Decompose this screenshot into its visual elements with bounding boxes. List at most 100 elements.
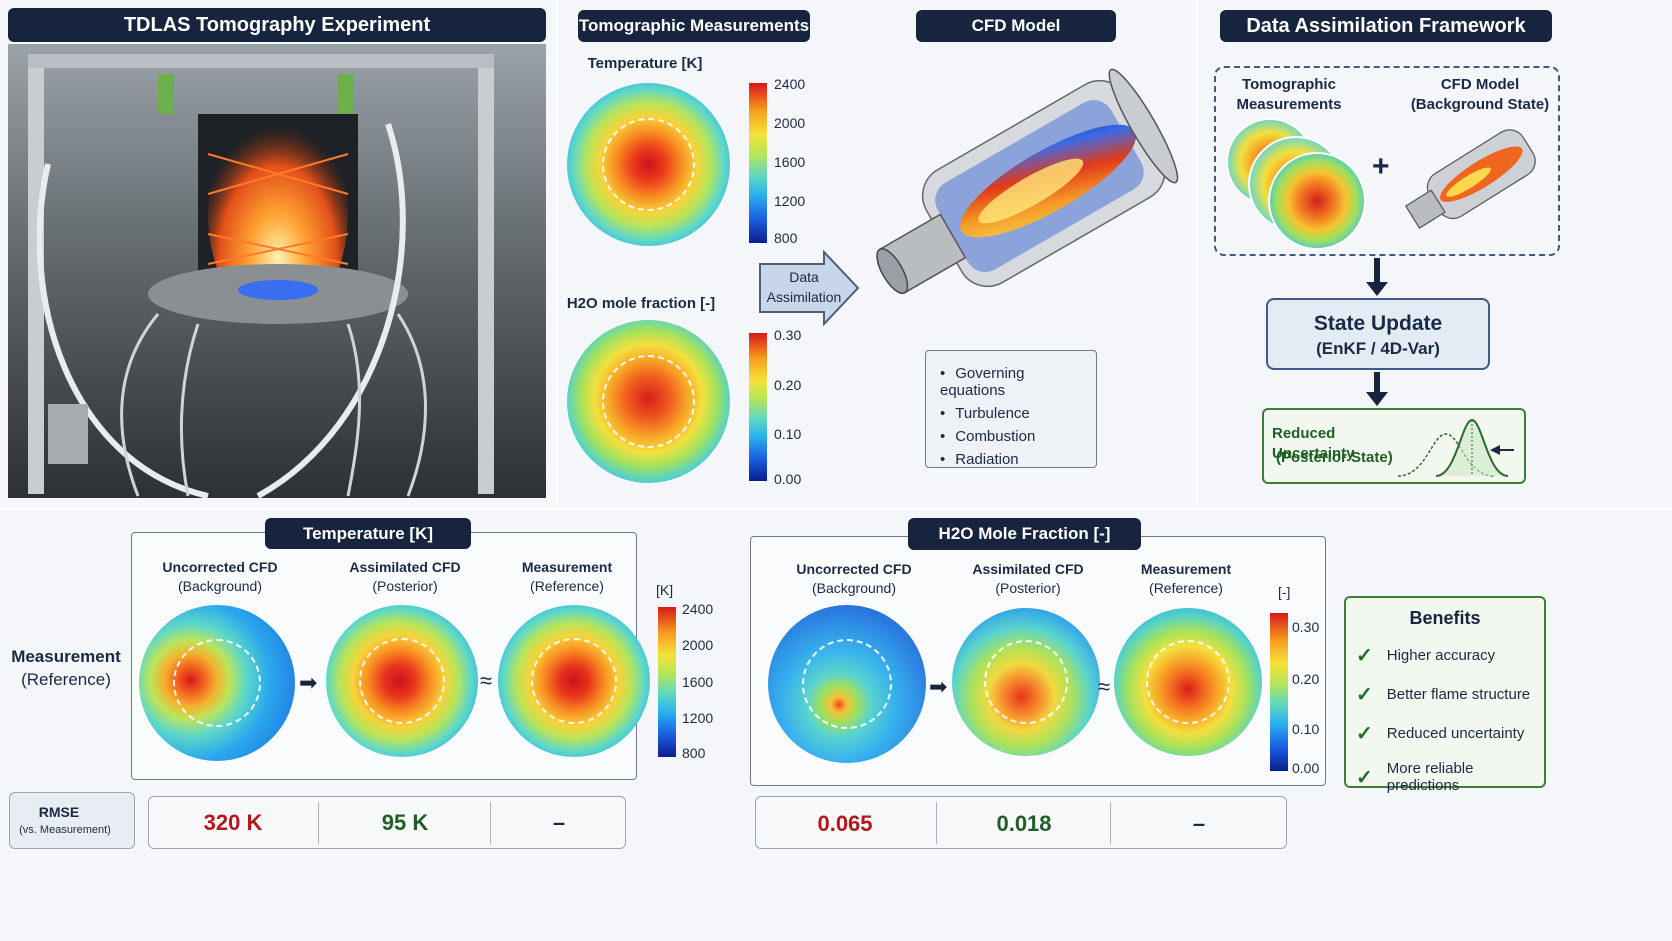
down-arrow-1	[1366, 258, 1388, 296]
benefits-box: Benefits ✓ Higher accuracy ✓ Better flame …	[1344, 596, 1546, 794]
h2o-assimilated-map	[952, 608, 1100, 756]
fw-cfd-thumbnail	[1404, 129, 1536, 229]
cfd-item: Governing equations	[940, 365, 1082, 399]
state-update-title: State Update	[1313, 312, 1443, 335]
check-icon: ✓	[1356, 766, 1373, 789]
tick: 1200	[682, 710, 714, 726]
temp-unit: [K]	[656, 582, 674, 598]
h2o-rmse-uncorrected: 0.065	[817, 811, 873, 836]
result-subtitle: (Posterior State)	[1276, 449, 1393, 466]
temp-rmse-uncorrected: 320 K	[203, 810, 263, 835]
tick: 1600	[774, 154, 806, 170]
temp-uncorrected-map	[139, 605, 295, 761]
rmse-label: RMSE	[38, 804, 80, 820]
row-label-2: (Reference)	[21, 670, 111, 689]
h2o-rmse-box	[755, 796, 1287, 849]
divider	[936, 802, 937, 844]
h2o-comparison-title: H2O Mole Fraction [-]	[908, 518, 1141, 550]
measurements-title: Tomographic Measurements	[578, 10, 810, 42]
meas-temp-label: Temperature [K]	[587, 55, 703, 72]
framework-title: Data Assimilation Framework	[1220, 10, 1552, 42]
h2o-rmse-assimilated: 0.018	[996, 811, 1052, 836]
tick: 0.00	[1292, 760, 1320, 776]
experiment-title: TDLAS Tomography Experiment	[8, 8, 546, 42]
meas-h2o-colorbar	[749, 333, 767, 481]
row-label-1: Measurement	[11, 647, 121, 666]
divider	[490, 802, 491, 844]
state-update-box	[1266, 298, 1490, 370]
temp-approx: ≈	[480, 668, 493, 693]
down-arrow-2	[1366, 372, 1388, 406]
arrow-label-1: Data	[789, 269, 819, 285]
temp-col3-sub: (Reference)	[530, 578, 604, 594]
h2o-measurement-map	[1114, 608, 1262, 756]
tick: 800	[682, 745, 706, 761]
h2o-col3-title: Measurement	[1140, 561, 1232, 577]
tick: 2000	[774, 115, 806, 131]
temp-col1-title: Uncorrected CFD	[162, 559, 278, 575]
temp-rmse-measurement: –	[552, 810, 566, 835]
benefit-text: Reduced uncertainty	[1386, 725, 1525, 742]
h2o-colorbar	[1270, 613, 1288, 771]
benefit-item: ✓ Reduced uncertainty	[1356, 721, 1534, 746]
h2o-col1-sub: (Background)	[811, 580, 897, 596]
cfd-combustor-render	[876, 68, 1179, 295]
temp-col1-sub: (Background)	[177, 578, 263, 594]
state-update-method: (EnKF / 4D-Var)	[1316, 339, 1440, 358]
h2o-col2-title: Assimilated CFD	[972, 561, 1084, 577]
meas-h2o-map	[567, 320, 730, 483]
cfd-title: CFD Model	[916, 10, 1116, 42]
h2o-unit: [-]	[1278, 584, 1291, 600]
cfd-item: Turbulence	[940, 405, 1082, 422]
benefit-text: Better flame structure	[1386, 686, 1531, 703]
fw-meas-stack-3	[1268, 152, 1366, 250]
tick: 0.10	[774, 426, 802, 442]
rmse-sublabel: (vs. Measurement)	[19, 824, 111, 836]
meas-h2o-label: H2O mole fraction [-]	[566, 295, 716, 312]
tick: 0.30	[774, 327, 802, 343]
tick: 1200	[774, 193, 806, 209]
benefit-text: Higher accuracy	[1386, 647, 1496, 664]
temp-col2-title: Assimilated CFD	[349, 559, 461, 575]
divider	[318, 802, 319, 844]
temp-col2-sub: (Posterior)	[372, 578, 438, 594]
divider	[1110, 802, 1111, 844]
tick: 0.00	[774, 471, 802, 487]
fw-meas-label-1: Tomographic	[1242, 76, 1336, 93]
h2o-arrow: ➡	[929, 674, 948, 699]
benefit-item: ✓ Higher accuracy	[1356, 643, 1534, 668]
temp-arrow: ➡	[299, 670, 318, 695]
plus-sign: +	[1372, 150, 1390, 183]
posterior-distribution-icon	[1397, 418, 1514, 477]
check-icon: ✓	[1356, 645, 1373, 667]
fw-meas-label-2: Measurements	[1236, 96, 1342, 113]
check-icon: ✓	[1356, 723, 1373, 745]
experiment-photo	[8, 44, 546, 498]
tick: 0.10	[1292, 721, 1320, 737]
h2o-col2-sub: (Posterior)	[995, 580, 1061, 596]
meas-temp-colorbar	[749, 83, 767, 243]
rmse-label-box	[9, 792, 135, 849]
cfd-item: Radiation	[940, 451, 1082, 468]
meas-temp-map	[567, 83, 730, 246]
temp-comparison-title: Temperature [K]	[265, 518, 471, 549]
h2o-uncorrected-map	[768, 605, 926, 763]
cfd-model-components: Governing equations Turbulence Combustio…	[925, 350, 1097, 468]
h2o-col3-sub: (Reference)	[1149, 580, 1223, 596]
tick: 800	[774, 230, 798, 246]
tick: 2400	[774, 76, 806, 92]
check-icon: ✓	[1356, 684, 1373, 706]
h2o-rmse-measurement: –	[1192, 811, 1206, 836]
temp-assimilated-map	[326, 605, 478, 757]
temp-colorbar	[658, 607, 676, 757]
tick: 2000	[682, 637, 714, 653]
result-title: Reduced Uncertainty	[1272, 425, 1355, 462]
data-assimilation-arrow	[759, 250, 860, 326]
tick: 0.30	[1292, 619, 1320, 635]
tick: 2400	[682, 601, 714, 617]
tick: 0.20	[1292, 671, 1320, 687]
temp-rmse-assimilated: 95 K	[381, 810, 429, 835]
benefit-item: ✓ Better flame structure	[1356, 682, 1534, 707]
h2o-approx: ≈	[1098, 674, 1111, 699]
fw-cfd-label-2: (Background State)	[1410, 96, 1550, 113]
